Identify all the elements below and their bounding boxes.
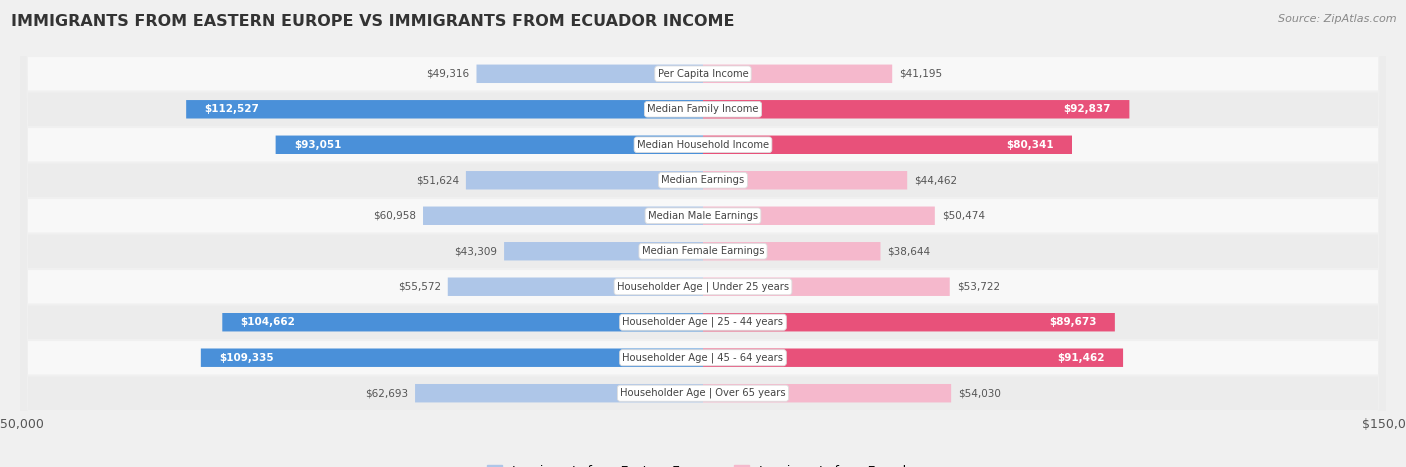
Text: IMMIGRANTS FROM EASTERN EUROPE VS IMMIGRANTS FROM ECUADOR INCOME: IMMIGRANTS FROM EASTERN EUROPE VS IMMIGR… <box>11 14 735 29</box>
FancyBboxPatch shape <box>21 0 1385 467</box>
FancyBboxPatch shape <box>21 0 1385 467</box>
FancyBboxPatch shape <box>703 277 949 296</box>
FancyBboxPatch shape <box>21 0 1385 467</box>
FancyBboxPatch shape <box>21 0 1385 467</box>
FancyBboxPatch shape <box>703 384 950 403</box>
Text: $104,662: $104,662 <box>240 317 295 327</box>
FancyBboxPatch shape <box>465 171 703 190</box>
Text: $89,673: $89,673 <box>1049 317 1097 327</box>
Text: $51,624: $51,624 <box>416 175 458 185</box>
FancyBboxPatch shape <box>447 277 703 296</box>
Text: Householder Age | Over 65 years: Householder Age | Over 65 years <box>620 388 786 398</box>
Text: Per Capita Income: Per Capita Income <box>658 69 748 79</box>
FancyBboxPatch shape <box>703 206 935 225</box>
Text: $112,527: $112,527 <box>204 104 260 114</box>
FancyBboxPatch shape <box>21 0 1385 467</box>
Text: $41,195: $41,195 <box>898 69 942 79</box>
Text: $49,316: $49,316 <box>426 69 470 79</box>
Text: Householder Age | 45 - 64 years: Householder Age | 45 - 64 years <box>623 353 783 363</box>
FancyBboxPatch shape <box>222 313 703 332</box>
Text: $92,837: $92,837 <box>1063 104 1111 114</box>
Text: Householder Age | 25 - 44 years: Householder Age | 25 - 44 years <box>623 317 783 327</box>
Text: Median Earnings: Median Earnings <box>661 175 745 185</box>
Text: $50,474: $50,474 <box>942 211 984 221</box>
FancyBboxPatch shape <box>21 0 1385 467</box>
FancyBboxPatch shape <box>21 0 1385 467</box>
FancyBboxPatch shape <box>201 348 703 367</box>
Text: $80,341: $80,341 <box>1007 140 1053 150</box>
FancyBboxPatch shape <box>415 384 703 403</box>
FancyBboxPatch shape <box>477 64 703 83</box>
Text: Median Female Earnings: Median Female Earnings <box>641 246 765 256</box>
Text: $53,722: $53,722 <box>956 282 1000 292</box>
FancyBboxPatch shape <box>505 242 703 261</box>
Text: $62,693: $62,693 <box>366 388 408 398</box>
FancyBboxPatch shape <box>703 64 893 83</box>
FancyBboxPatch shape <box>276 135 703 154</box>
Text: $109,335: $109,335 <box>219 353 274 363</box>
FancyBboxPatch shape <box>703 171 907 190</box>
FancyBboxPatch shape <box>423 206 703 225</box>
FancyBboxPatch shape <box>21 0 1385 467</box>
FancyBboxPatch shape <box>703 313 1115 332</box>
FancyBboxPatch shape <box>703 348 1123 367</box>
Text: Householder Age | Under 25 years: Householder Age | Under 25 years <box>617 282 789 292</box>
Text: $91,462: $91,462 <box>1057 353 1105 363</box>
Text: $43,309: $43,309 <box>454 246 498 256</box>
FancyBboxPatch shape <box>703 100 1129 119</box>
Text: $60,958: $60,958 <box>373 211 416 221</box>
Text: Median Family Income: Median Family Income <box>647 104 759 114</box>
Text: $44,462: $44,462 <box>914 175 957 185</box>
Text: Median Male Earnings: Median Male Earnings <box>648 211 758 221</box>
Text: Source: ZipAtlas.com: Source: ZipAtlas.com <box>1278 14 1396 24</box>
FancyBboxPatch shape <box>703 242 880 261</box>
Text: $54,030: $54,030 <box>957 388 1001 398</box>
FancyBboxPatch shape <box>21 0 1385 467</box>
FancyBboxPatch shape <box>21 0 1385 467</box>
FancyBboxPatch shape <box>703 135 1071 154</box>
Text: Median Household Income: Median Household Income <box>637 140 769 150</box>
Text: $55,572: $55,572 <box>398 282 441 292</box>
Legend: Immigrants from Eastern Europe, Immigrants from Ecuador: Immigrants from Eastern Europe, Immigran… <box>482 460 924 467</box>
Text: $93,051: $93,051 <box>294 140 342 150</box>
FancyBboxPatch shape <box>186 100 703 119</box>
Text: $38,644: $38,644 <box>887 246 931 256</box>
